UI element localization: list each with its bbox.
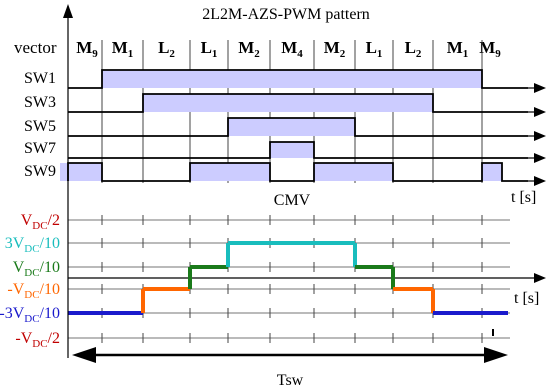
vector-label-sub: 2: [416, 48, 422, 60]
switching-waveforms: SW1 SW3 SW5 SW7 SW9: [24, 69, 546, 186]
vector-label: L2: [405, 38, 422, 60]
cmv-level-label: -VDC/2: [15, 330, 60, 350]
switch-waveform: [68, 117, 528, 137]
switch-pulse-fill: [102, 70, 482, 88]
cmv-level-label-sub: DC: [24, 243, 39, 255]
switch-label: SW3: [24, 94, 56, 111]
switch-axis-arrowhead: [534, 83, 546, 93]
cmv-level-label-pre: V: [13, 259, 25, 276]
vector-label-base: M: [479, 38, 495, 57]
period-arrowhead-right: [484, 347, 508, 363]
vector-label-sub: 2: [254, 48, 260, 60]
vector-label: M1: [447, 38, 469, 60]
cmv-level-label: 3VDC/10: [5, 235, 60, 255]
vector-labels: M9 M1 L2 L1 M2 M4 M2 L1 L2 M1 M9: [76, 38, 501, 183]
period-arrowhead-left: [72, 347, 96, 363]
vector-label-sub: 2: [169, 48, 175, 60]
vector-label-base: M: [324, 38, 340, 57]
cmv-level-label: VDC/10: [13, 259, 60, 279]
cmv-level-label-sub: DC: [32, 220, 47, 232]
vector-label: M2: [238, 38, 260, 60]
period-label: Tsw: [277, 372, 304, 389]
cmv-level-label-post: /10: [40, 259, 60, 276]
vector-label: M1: [112, 38, 134, 60]
vector-label-base: L: [405, 38, 416, 57]
vector-label-sub: 2: [340, 48, 346, 60]
switch-label: SW7: [24, 140, 56, 157]
vector-label-base: M: [112, 38, 128, 57]
vector-label: L1: [366, 38, 383, 60]
switch-label: SW1: [24, 70, 56, 87]
cmv-level-label: VDC/2: [21, 212, 60, 232]
vector-row-label: vector: [14, 38, 57, 57]
cmv-level-label-post: /2: [48, 330, 60, 347]
vector-label-sub: 1: [212, 48, 218, 60]
cmv-level-label-sub: DC: [24, 313, 39, 325]
cmv-level-label-post: /10: [40, 305, 60, 322]
period-arrow: [72, 347, 508, 363]
switch-waveform: [68, 141, 528, 159]
cmv-level-label-sub: DC: [24, 289, 39, 301]
vector-label: L1: [201, 38, 218, 60]
cmv-title: CMV: [274, 192, 311, 209]
cmv-level-label-post: /10: [40, 281, 60, 298]
vector-label-sub: 1: [128, 48, 134, 60]
switch-pulse-fill: [143, 94, 433, 112]
vector-label: L2: [158, 38, 175, 60]
switch-pulse-fill: [60, 163, 102, 181]
cmv-level-label-pre: -V: [15, 330, 32, 347]
switch-pulse-fill: [190, 163, 270, 181]
vector-label-sub: 1: [377, 48, 383, 60]
vector-label-base: L: [366, 38, 377, 57]
cmv-level-label-sub: DC: [32, 338, 47, 350]
time-label-upper: t [s]: [511, 189, 536, 206]
vector-label: M2: [324, 38, 346, 60]
time-label-lower: t [s]: [514, 290, 539, 307]
vector-label-sub: 4: [297, 48, 303, 60]
cmv-level-label-sub: DC: [24, 267, 39, 279]
cmv-level-label-pre: -3V: [0, 305, 25, 322]
switch-pulse-fill: [482, 163, 502, 181]
vector-label-base: L: [158, 38, 169, 57]
switch-pulse-fill: [270, 142, 314, 158]
diagram-title: 2L2M-AZS-PWM pattern: [202, 6, 370, 23]
switch-waveform: [68, 69, 528, 89]
vector-label-base: L: [201, 38, 212, 57]
cmv-level-label-pre: 3V: [5, 235, 25, 252]
vector-label-sub: 9: [92, 48, 98, 60]
main-axis-arrowhead: [63, 4, 73, 18]
cmv-level-label-post: /2: [48, 212, 60, 229]
switch-waveform: [67, 162, 528, 182]
switch-axis-arrowhead: [534, 153, 546, 163]
cmv-level-label-pre: -V: [7, 281, 24, 298]
cmv-level-label-pre: V: [21, 212, 33, 229]
switch-pulse-fill: [314, 163, 393, 181]
vector-label-base: M: [447, 38, 463, 57]
vector-label-sub: 1: [463, 48, 469, 60]
switch-axis-arrowhead: [534, 131, 546, 141]
cmv-level-label: -3VDC/10: [0, 305, 60, 325]
switch-axis-arrowhead: [534, 176, 546, 186]
vector-label-sub: 9: [495, 48, 501, 60]
cmv-level-label: -VDC/10: [7, 281, 60, 301]
switch-axis-arrowhead: [534, 107, 546, 117]
vector-label-base: M: [76, 38, 92, 57]
vector-label: M9: [76, 38, 98, 60]
cmv-level-label-post: /10: [40, 235, 60, 252]
switch-pulse-fill: [228, 118, 355, 136]
switch-label: SW9: [24, 163, 56, 180]
vector-label: M9: [479, 38, 501, 60]
cmv-axis-arrowhead: [534, 273, 546, 283]
vector-label-base: M: [281, 38, 297, 57]
switch-label: SW5: [24, 118, 56, 135]
vector-label: M4: [281, 38, 303, 60]
vector-label-base: M: [238, 38, 254, 57]
switch-waveform: [68, 93, 528, 113]
